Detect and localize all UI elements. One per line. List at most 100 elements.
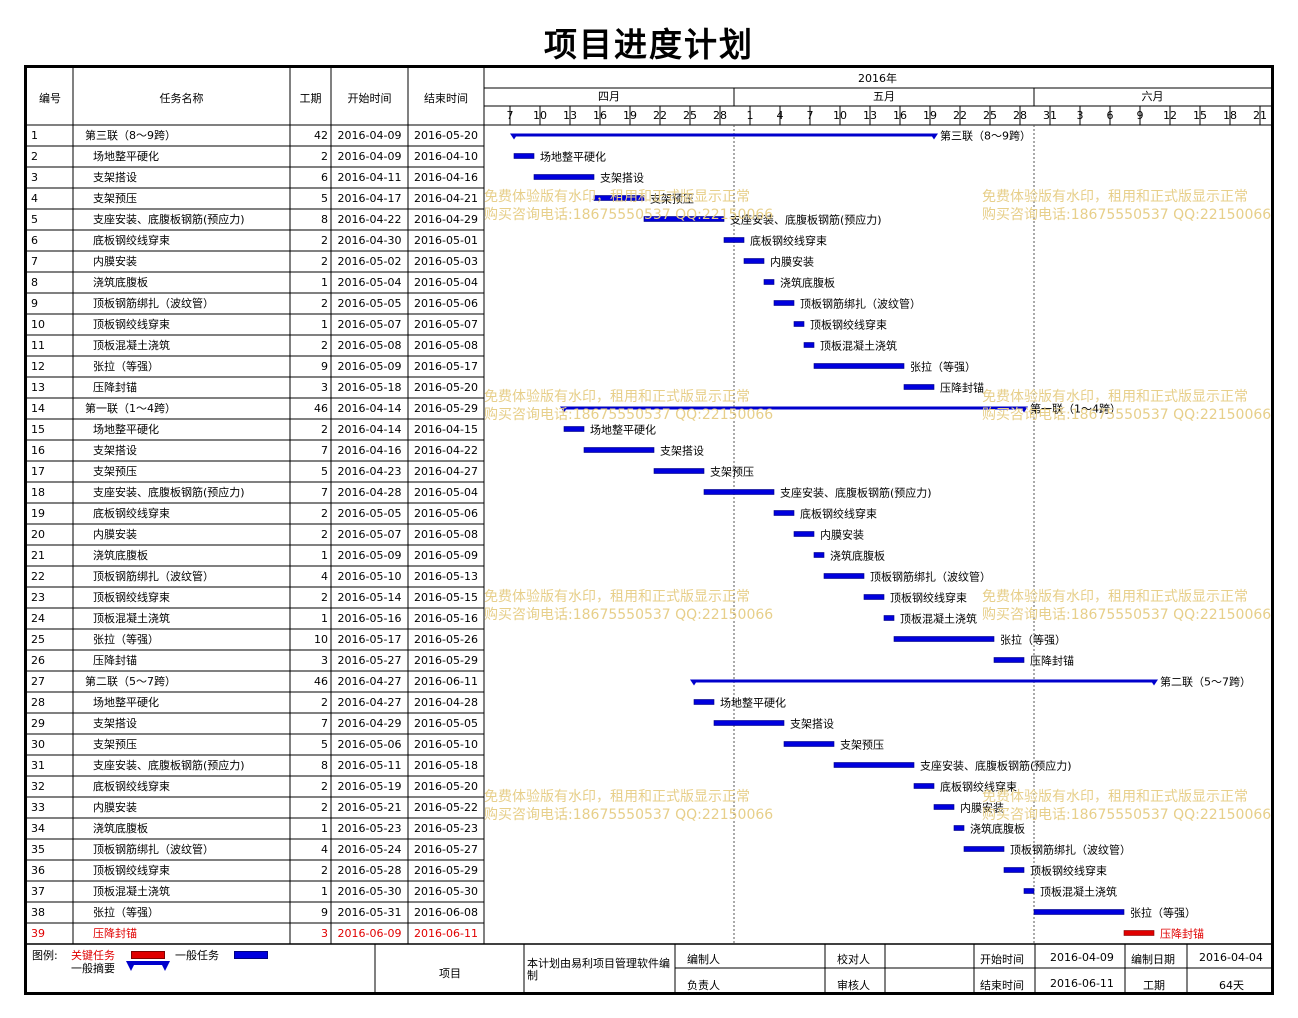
- task-bar-label: 浇筑底腹板: [970, 822, 1025, 836]
- task-name-cell: 内膜安装: [93, 801, 137, 814]
- task-dur-cell: 2: [321, 696, 328, 709]
- task-dur-cell: 2: [321, 801, 328, 814]
- software-note: 本计划由易利项目管理软件编制: [527, 957, 670, 982]
- task-bar-label: 顶板钢筋绑扎（波纹管）: [1010, 843, 1131, 857]
- task-end-cell: 2016-05-20: [414, 381, 478, 394]
- task-start-cell: 2016-04-11: [337, 171, 402, 184]
- task-start-cell: 2016-04-09: [337, 129, 402, 142]
- task-dur-cell: 7: [321, 717, 328, 730]
- task-id-cell: 1: [31, 129, 38, 142]
- task-start-cell: 2016-04-30: [337, 234, 402, 247]
- task-start-cell: 2016-05-07: [337, 528, 402, 541]
- task-dur-cell: 46: [314, 675, 328, 688]
- summary-bar-cap: [930, 133, 938, 140]
- task-name-cell: 场地整平硬化: [93, 423, 159, 436]
- task-dur-cell: 5: [321, 738, 328, 751]
- task-bar-label: 张拉（等强）: [1130, 906, 1196, 920]
- task-end-cell: 2016-05-09: [414, 549, 478, 562]
- task-dur-cell: 6: [321, 171, 328, 184]
- task-start-cell: 2016-05-14: [337, 591, 402, 604]
- task-name-cell: 顶板钢绞线穿束: [93, 864, 170, 877]
- task-dur-cell: 1: [321, 885, 328, 898]
- task-id-cell: 7: [31, 255, 38, 268]
- task-bar: [773, 300, 795, 306]
- task-id-cell: 32: [31, 780, 45, 793]
- legend-summary-swatch: [126, 961, 170, 971]
- task-start-cell: 2016-06-09: [337, 927, 402, 940]
- task-id-cell: 39: [31, 927, 45, 940]
- task-start-cell: 2016-04-27: [337, 696, 402, 709]
- task-id-cell: 27: [31, 675, 45, 688]
- task-dur-cell: 7: [321, 486, 328, 499]
- task-start-cell: 2016-04-23: [337, 465, 402, 478]
- task-id-cell: 23: [31, 591, 45, 604]
- task-end-cell: 2016-05-16: [414, 612, 478, 625]
- month-label: 四月: [598, 90, 620, 103]
- task-bar: [933, 804, 955, 810]
- end-time-label: 结束时间: [980, 979, 1024, 992]
- task-bar: [893, 636, 995, 642]
- task-bar-label: 支架预压: [650, 193, 694, 206]
- task-dur-cell: 2: [321, 423, 328, 436]
- task-id-cell: 36: [31, 864, 45, 877]
- task-name-cell: 支架搭设: [93, 717, 137, 730]
- task-start-cell: 2016-05-24: [337, 843, 402, 856]
- duration-value: 64天: [1219, 979, 1244, 992]
- task-end-cell: 2016-04-21: [414, 192, 478, 205]
- task-bar: [743, 258, 765, 264]
- task-bar: [913, 783, 935, 789]
- task-dur-cell: 2: [321, 150, 328, 163]
- task-end-cell: 2016-05-17: [414, 360, 478, 373]
- task-start-cell: 2016-04-14: [337, 423, 402, 436]
- task-name-cell: 浇筑底腹板: [93, 549, 148, 562]
- task-id-cell: 28: [31, 696, 45, 709]
- task-id-cell: 29: [31, 717, 45, 730]
- task-dur-cell: 4: [321, 570, 328, 583]
- task-name-cell: 顶板钢筋绑扎（波纹管）: [93, 570, 214, 583]
- task-id-cell: 10: [31, 318, 45, 331]
- task-id-cell: 38: [31, 906, 45, 919]
- task-start-cell: 2016-05-09: [337, 360, 402, 373]
- task-bar-label: 底板钢绞线穿束: [940, 780, 1017, 794]
- task-start-cell: 2016-05-07: [337, 318, 402, 331]
- task-name-cell: 压降封锚: [93, 381, 137, 394]
- task-id-cell: 15: [31, 423, 45, 436]
- task-start-cell: 2016-04-09: [337, 150, 402, 163]
- task-bar: [723, 237, 745, 243]
- page-title: 项目进度计划: [544, 25, 754, 64]
- task-bar-label: 压降封锚: [1030, 654, 1074, 668]
- task-id-cell: 22: [31, 570, 45, 583]
- task-id-cell: 35: [31, 843, 45, 856]
- gantt-grid: 2016年四月五月六月71013161922252814710131619222…: [27, 68, 1271, 992]
- task-bar: [713, 720, 785, 726]
- task-id-cell: 33: [31, 801, 45, 814]
- task-end-cell: 2016-06-11: [414, 927, 478, 940]
- task-start-cell: 2016-04-27: [337, 675, 402, 688]
- summary-bar-cap: [510, 133, 518, 140]
- month-label: 六月: [1142, 90, 1164, 103]
- task-end-cell: 2016-04-16: [414, 171, 478, 184]
- task-bar: [833, 762, 915, 768]
- task-bar: [803, 342, 815, 348]
- task-dur-cell: 9: [321, 906, 328, 919]
- task-dur-cell: 2: [321, 339, 328, 352]
- task-bar-label: 底板钢绞线穿束: [750, 234, 827, 248]
- task-end-cell: 2016-06-11: [414, 675, 478, 688]
- summary-bar-cap: [690, 679, 698, 686]
- task-dur-cell: 2: [321, 255, 328, 268]
- task-bar-label: 顶板钢筋绑扎（波纹管）: [800, 297, 921, 311]
- task-bar-label: 压降封锚: [940, 381, 984, 395]
- task-name-cell: 底板钢绞线穿束: [93, 507, 170, 520]
- task-bar: [953, 825, 965, 831]
- task-name-cell: 顶板混凝土浇筑: [93, 885, 170, 898]
- task-bar-label: 浇筑底腹板: [780, 276, 835, 290]
- task-bar: [703, 489, 775, 495]
- task-start-cell: 2016-05-21: [337, 801, 402, 814]
- task-bar: [653, 468, 705, 474]
- task-name-cell: 支座安装、底腹板钢筋(预应力): [93, 759, 245, 772]
- task-bar: [773, 510, 795, 516]
- task-end-cell: 2016-04-10: [414, 150, 478, 163]
- task-name-cell: 压降封锚: [93, 654, 137, 667]
- author-label: 编制人: [687, 953, 720, 966]
- task-bar-label: 支架预压: [840, 739, 884, 752]
